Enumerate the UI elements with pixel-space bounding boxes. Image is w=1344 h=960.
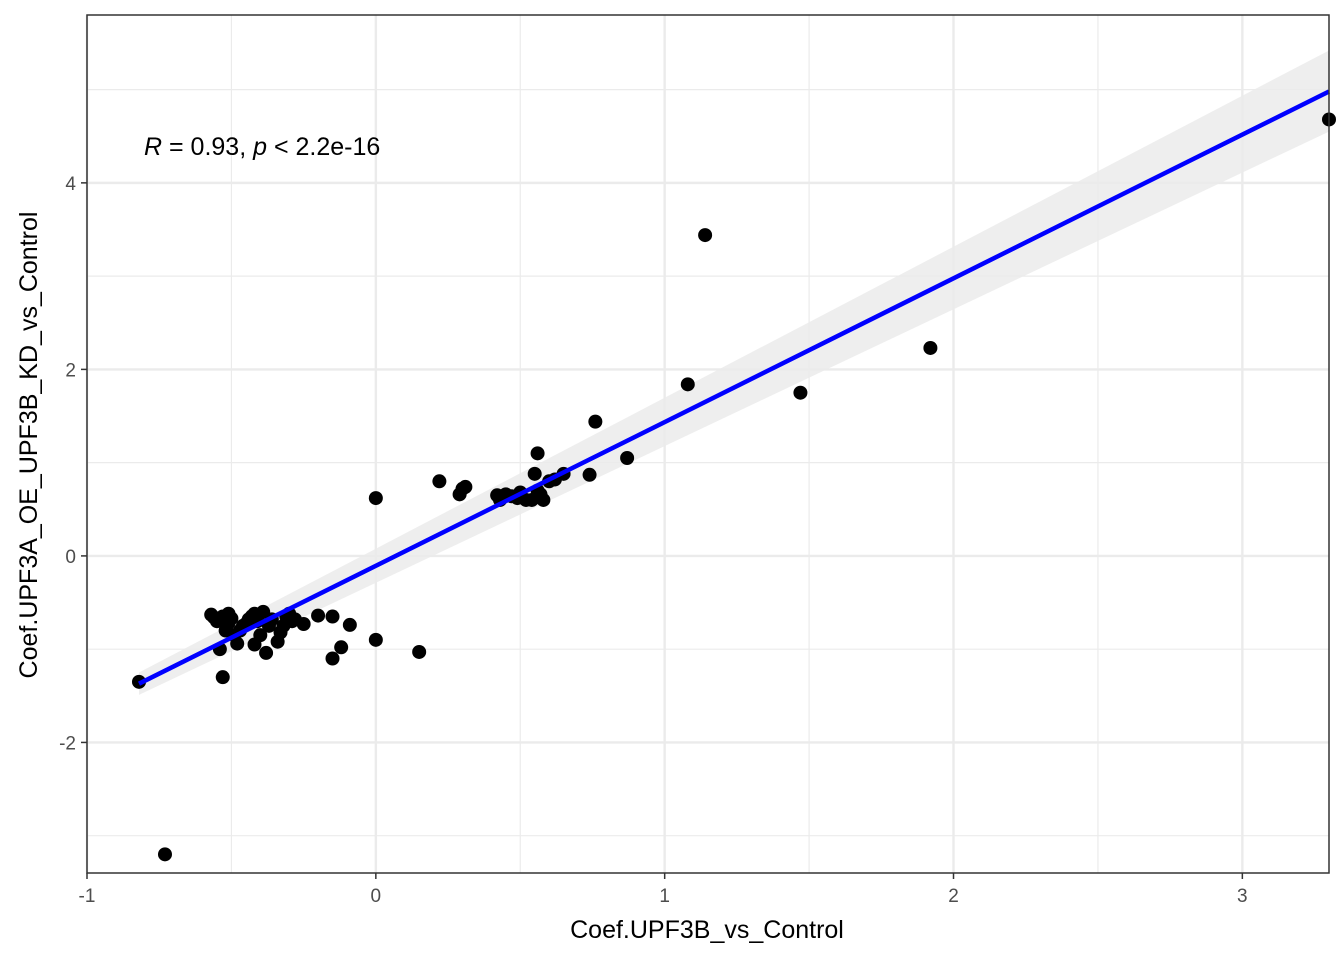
x-tick-label: -1 xyxy=(79,886,96,907)
data-point xyxy=(536,492,551,507)
data-point xyxy=(157,847,172,862)
data-point xyxy=(311,608,326,623)
data-point xyxy=(582,467,597,482)
panel-border xyxy=(86,14,1330,874)
x-axis-ticks: -1 0 1 2 3 xyxy=(79,873,1248,907)
x-tick-label: 2 xyxy=(948,886,959,907)
data-point xyxy=(368,491,383,506)
correlation-annotation: R = 0.93, p < 2.2e-16 xyxy=(144,133,380,161)
y-axis-ticks: -2 0 2 4 xyxy=(59,174,87,754)
data-point xyxy=(588,414,603,429)
x-axis-title: Coef.UPF3B_vs_Control xyxy=(570,916,844,944)
data-point xyxy=(527,466,542,481)
data-point xyxy=(259,645,274,660)
data-point xyxy=(620,450,635,465)
y-axis-title: Coef.UPF3A_OE_UPF3B_KD_vs_Control xyxy=(15,212,43,679)
data-point xyxy=(224,611,239,626)
x-tick-label: 1 xyxy=(659,886,670,907)
p-symbol: p xyxy=(252,133,267,161)
data-point xyxy=(923,340,938,355)
data-point xyxy=(412,644,427,659)
r-value: = 0.93, xyxy=(162,133,253,161)
data-point xyxy=(253,628,268,643)
y-tick-label: 0 xyxy=(65,547,76,568)
r-symbol: R xyxy=(144,133,162,161)
data-point xyxy=(342,617,357,632)
data-point xyxy=(296,616,311,631)
data-point xyxy=(698,228,713,243)
minor-gridlines xyxy=(87,15,1329,873)
x-tick-label: 0 xyxy=(371,886,382,907)
data-point xyxy=(793,385,808,400)
y-tick-label: 4 xyxy=(65,174,76,195)
data-point xyxy=(325,651,340,666)
data-point xyxy=(325,609,340,624)
data-point xyxy=(432,474,447,489)
p-value: < 2.2e-16 xyxy=(267,133,380,161)
data-point xyxy=(458,479,473,494)
data-point xyxy=(530,446,545,461)
regression-line xyxy=(137,89,1331,686)
data-point xyxy=(680,377,695,392)
data-point xyxy=(215,670,230,685)
y-tick-label: 2 xyxy=(65,360,76,381)
x-tick-label: 3 xyxy=(1237,886,1248,907)
y-tick-label: -2 xyxy=(59,733,76,754)
data-point xyxy=(368,632,383,647)
data-point xyxy=(334,640,349,655)
data-point xyxy=(230,636,245,651)
